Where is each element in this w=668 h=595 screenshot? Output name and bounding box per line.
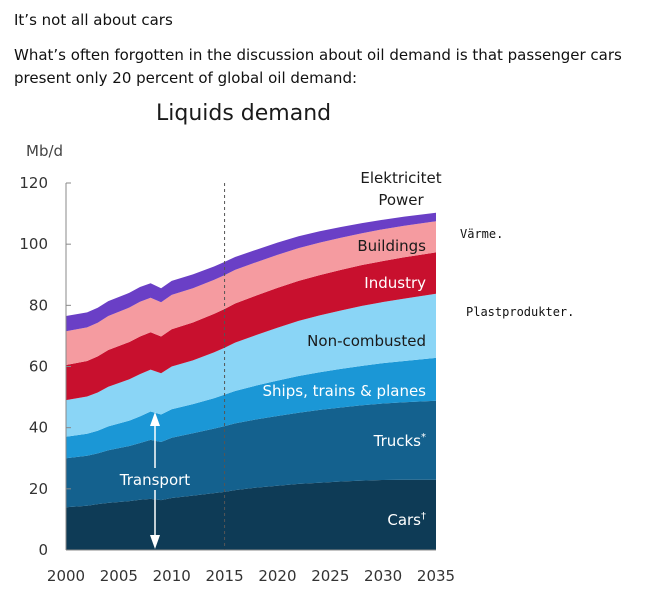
x-tick-label: 2010 [153, 567, 191, 585]
series-label-power: Power [378, 191, 424, 209]
series-label-non-combusted: Non-combusted [307, 332, 426, 350]
chart-title: Liquids demand [156, 101, 332, 126]
y-tick-label: 0 [38, 541, 48, 559]
transport-label-bg [110, 468, 200, 490]
annotation-transport: Transport [119, 471, 191, 489]
y-axis-label: Mb/d [26, 142, 64, 160]
x-tick-label: 2030 [364, 567, 402, 585]
transport-arrow-head-up [150, 412, 160, 426]
y-tick-label: 80 [29, 296, 48, 314]
article-heading: It’s not all about cars [14, 11, 173, 29]
x-tick-label: 2035 [417, 567, 455, 585]
y-tick-label: 120 [19, 174, 48, 192]
note-plast: Plastprodukter. [466, 305, 575, 319]
note-varme: Värme. [460, 227, 504, 241]
area-buildings [66, 221, 436, 365]
area-power [66, 212, 436, 332]
x-tick-label: 2015 [205, 567, 243, 585]
x-tick-label: 2025 [311, 567, 349, 585]
area-industry [66, 252, 436, 401]
series-label-industry: Industry [364, 274, 426, 292]
y-tick-label: 40 [29, 419, 48, 437]
area-cars [66, 479, 436, 550]
area-ships-trains-planes [66, 357, 436, 459]
transport-arrow-head-down [150, 535, 160, 549]
x-tick-label: 2020 [258, 567, 296, 585]
series-label-trucks: Trucks* [373, 432, 426, 450]
article-intro: What’s often forgotten in the discussion… [14, 46, 622, 87]
area-non-combusted [66, 293, 436, 437]
annotation-elektricitet: Elektricitet [360, 169, 441, 187]
series-label-buildings: Buildings [357, 237, 426, 255]
x-tick-label: 2000 [47, 567, 85, 585]
y-tick-label: 100 [19, 235, 48, 253]
series-label-ships-trains-planes: Ships, trains & planes [263, 382, 427, 400]
y-tick-label: 60 [29, 358, 48, 376]
x-tick-label: 2005 [100, 567, 138, 585]
series-label-cars: Cars† [387, 511, 426, 529]
y-tick-label: 20 [29, 480, 48, 498]
